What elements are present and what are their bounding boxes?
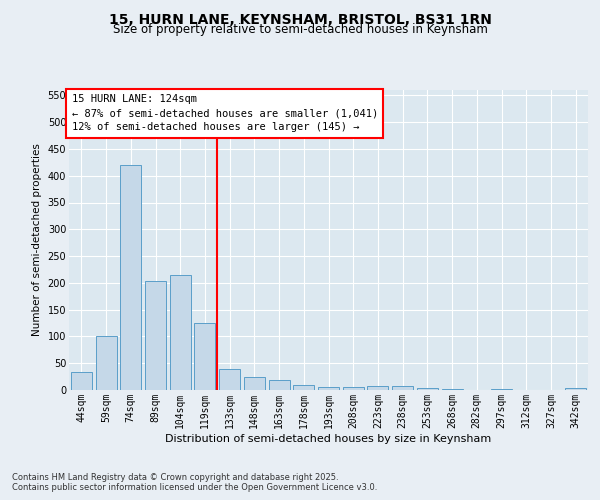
Bar <box>71 372 92 390</box>
Bar <box>120 165 141 390</box>
Bar <box>219 368 240 390</box>
X-axis label: Distribution of semi-detached houses by size in Keynsham: Distribution of semi-detached houses by … <box>166 434 491 444</box>
Bar <box>343 388 364 390</box>
Y-axis label: Number of semi-detached properties: Number of semi-detached properties <box>32 144 42 336</box>
Bar <box>293 384 314 390</box>
Text: Contains HM Land Registry data © Crown copyright and database right 2025.: Contains HM Land Registry data © Crown c… <box>12 474 338 482</box>
Bar <box>194 322 215 390</box>
Bar <box>417 388 438 390</box>
Bar <box>367 386 388 390</box>
Bar <box>565 388 586 390</box>
Text: Size of property relative to semi-detached houses in Keynsham: Size of property relative to semi-detach… <box>113 22 487 36</box>
Bar <box>95 336 116 390</box>
Text: 15, HURN LANE, KEYNSHAM, BRISTOL, BS31 1RN: 15, HURN LANE, KEYNSHAM, BRISTOL, BS31 1… <box>109 12 491 26</box>
Bar <box>170 276 191 390</box>
Text: Contains public sector information licensed under the Open Government Licence v3: Contains public sector information licen… <box>12 484 377 492</box>
Bar <box>145 280 166 390</box>
Text: 15 HURN LANE: 124sqm
← 87% of semi-detached houses are smaller (1,041)
12% of se: 15 HURN LANE: 124sqm ← 87% of semi-detac… <box>71 94 378 132</box>
Bar <box>392 386 413 390</box>
Bar <box>318 388 339 390</box>
Bar <box>244 377 265 390</box>
Bar <box>269 380 290 390</box>
